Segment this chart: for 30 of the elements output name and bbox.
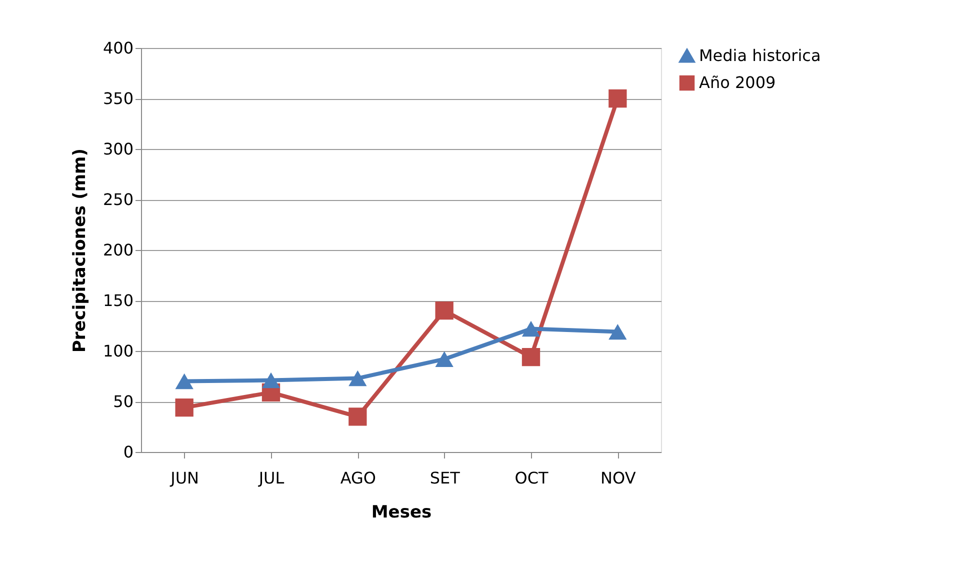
x-axis-title: Meses xyxy=(371,502,432,522)
legend-label: Año 2009 xyxy=(699,73,776,92)
x-tick-label: SET xyxy=(430,468,460,488)
y-tick-label: 400 xyxy=(102,38,134,58)
x-tick-label: AGO xyxy=(340,468,376,488)
point xyxy=(175,373,194,390)
x-tick-label: NOV xyxy=(600,468,636,488)
legend-label: Media historica xyxy=(699,46,821,65)
x-tick-label: JUN xyxy=(170,468,200,488)
point xyxy=(522,348,540,366)
point xyxy=(608,324,627,340)
y-tick-label: 0 xyxy=(123,442,134,462)
point xyxy=(175,398,194,417)
y-tick-label: 100 xyxy=(102,342,134,360)
point xyxy=(435,302,454,320)
point xyxy=(348,370,367,386)
point xyxy=(608,89,627,108)
y-tick-label: 200 xyxy=(102,240,134,260)
x-tick-label: JUL xyxy=(258,468,284,488)
point xyxy=(348,408,367,426)
y-tick-label: 350 xyxy=(102,89,134,108)
point xyxy=(522,320,540,337)
point xyxy=(262,372,280,388)
y-axis-title: Precipitaciones (mm) xyxy=(70,148,90,353)
y-tick-label: 300 xyxy=(102,140,134,158)
point xyxy=(435,351,454,367)
y-tick-label: 150 xyxy=(102,291,134,310)
x-tick-label: OCT xyxy=(514,468,548,488)
y-tick-label: 250 xyxy=(102,190,134,209)
y-tick-label: 50 xyxy=(113,392,134,411)
